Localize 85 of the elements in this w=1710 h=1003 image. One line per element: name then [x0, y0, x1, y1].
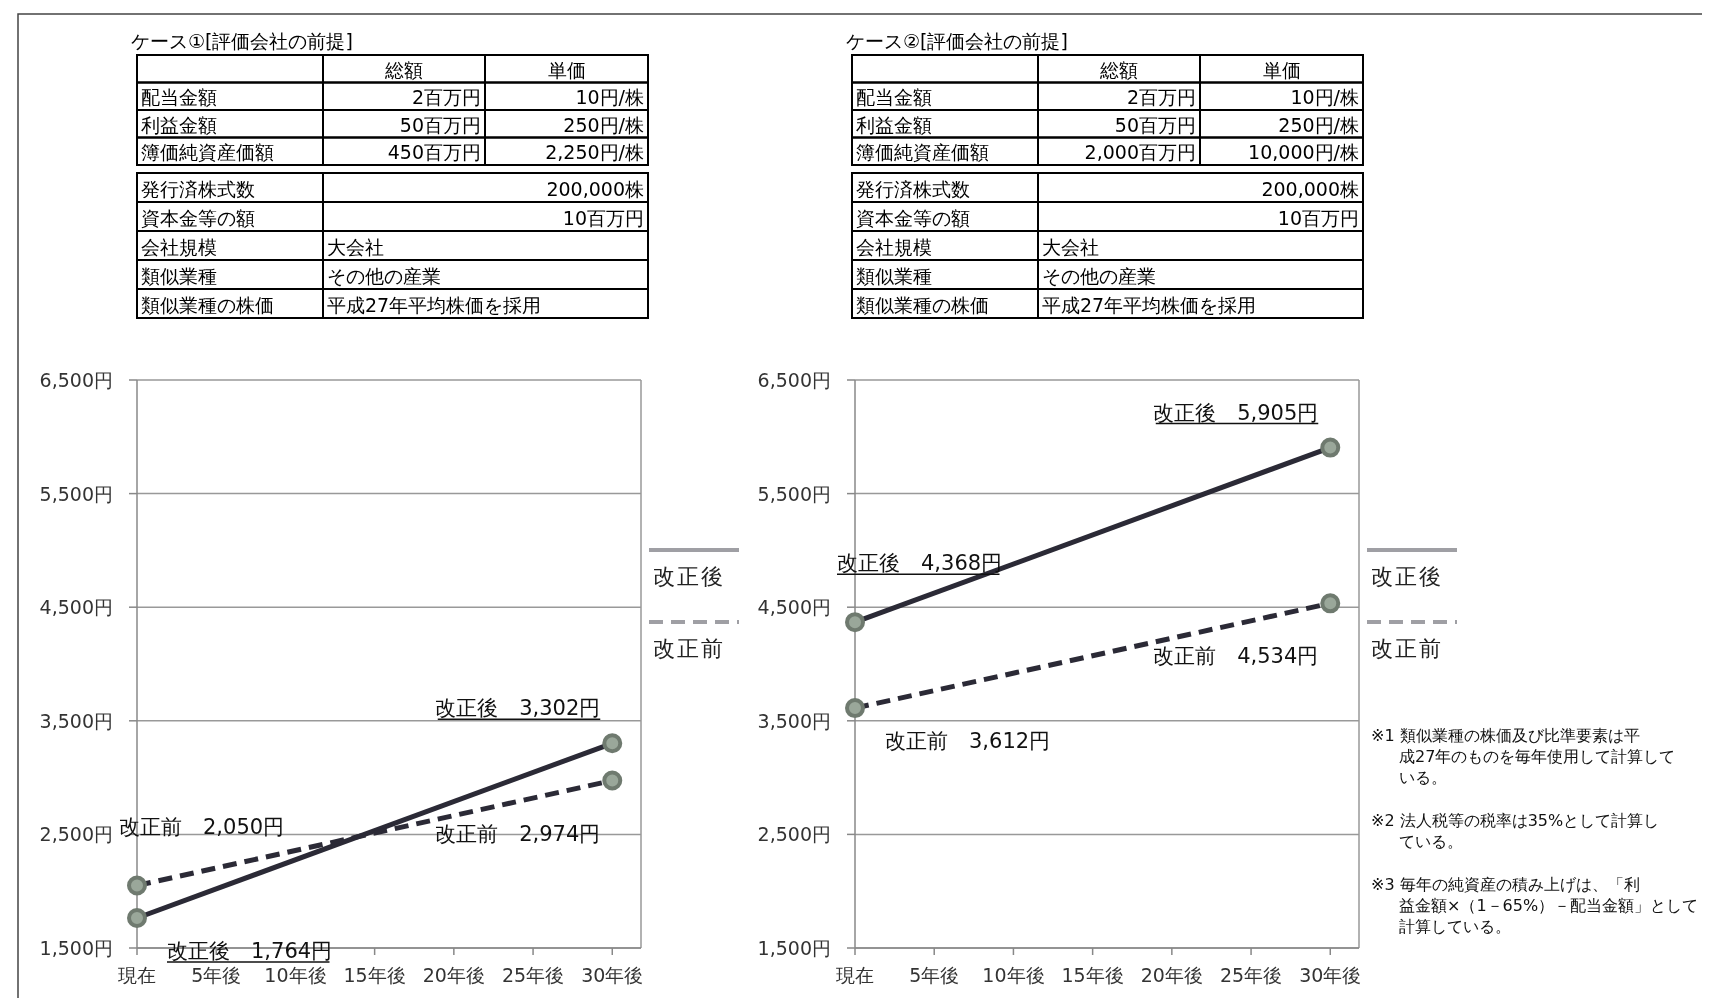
- y-tick-label: 4,500円: [39, 596, 113, 619]
- category-label: 発行済株式数: [141, 178, 255, 200]
- text: 2,250円/株: [545, 141, 644, 163]
- x-tick-label: 20年後: [422, 964, 485, 986]
- data-label: 改正後 1,764円: [167, 939, 333, 964]
- category-label: 資本金等の額: [856, 207, 970, 229]
- category-label: 類似業種: [856, 265, 932, 287]
- category-label: 総額: [384, 58, 423, 81]
- text: 2,000百万円: [1084, 141, 1196, 163]
- text: 10円/株: [1290, 86, 1359, 108]
- text: 200,000株: [546, 178, 644, 200]
- data-label: 改正後 4,368円: [837, 551, 1003, 576]
- legend-label: 改正前: [1371, 636, 1443, 661]
- data-label: 改正前 4,534円: [1153, 644, 1319, 669]
- category-label: 発行済株式数: [856, 178, 970, 200]
- x-tick-label: 25年後: [1219, 964, 1283, 986]
- category-label: 類似業種の株価: [856, 294, 989, 316]
- text: 2百万円: [411, 86, 481, 108]
- y-tick-label: 4,500円: [757, 596, 831, 619]
- x-tick-label: 現在: [118, 964, 156, 986]
- text: 50百万円: [399, 113, 481, 136]
- category-label: 単価: [1262, 58, 1301, 81]
- data-label: 改正前 2,050円: [119, 814, 285, 839]
- category-label: 配当金額: [856, 86, 932, 108]
- category-label: 会社規模: [856, 236, 932, 258]
- category-label: 類似業種の株価: [141, 294, 274, 316]
- y-tick-label: 2,500円: [757, 823, 831, 846]
- y-tick-label: 6,500円: [757, 369, 831, 391]
- data-label: 改正後 3,302円: [435, 696, 601, 721]
- x-tick-label: 25年後: [501, 964, 565, 986]
- text: 10円/株: [575, 86, 644, 108]
- x-tick-label: 10年後: [264, 964, 327, 986]
- legend-label: 改正後: [653, 564, 725, 589]
- category-label: 利益金額: [141, 113, 217, 136]
- text: ケース②[評価会社の前提]: [846, 30, 1068, 52]
- category-label: 会社規模: [141, 236, 217, 258]
- text: ※3 毎年の純資産の積み上げは、「利益金額×（1－65%）－配当金額」として計算している。: [1371, 875, 1699, 936]
- x-tick-label: 30年後: [1299, 964, 1362, 986]
- x-tick-label: 15年後: [1061, 964, 1124, 986]
- category-label: 単価: [547, 58, 586, 81]
- category-label: 利益金額: [856, 113, 932, 136]
- text: 200,000株: [1261, 178, 1359, 200]
- text: その他の産業: [1042, 265, 1156, 287]
- x-tick-label: 5年後: [909, 964, 960, 986]
- text: 250円/株: [563, 113, 644, 136]
- data-label: 改正後 5,905円: [1153, 400, 1319, 425]
- text: 10,000円/株: [1248, 141, 1359, 163]
- category-label: 簿価純資産価額: [856, 141, 989, 163]
- y-tick-label: 6,500円: [39, 369, 113, 391]
- text: その他の産業: [327, 265, 441, 287]
- x-tick-label: 5年後: [191, 964, 242, 986]
- category-label: 配当金額: [141, 86, 217, 108]
- data-label: 改正前 3,612円: [885, 729, 1051, 754]
- x-tick-label: 15年後: [343, 964, 406, 986]
- y-tick-label: 1,500円: [757, 937, 831, 959]
- x-tick-label: 10年後: [982, 964, 1045, 986]
- text: 平成27年平均株価を採用: [327, 294, 542, 316]
- text: 平成27年平均株価を採用: [1042, 294, 1257, 316]
- text: 250円/株: [1278, 113, 1359, 136]
- text: 大会社: [327, 236, 384, 258]
- y-tick-label: 5,500円: [39, 482, 113, 505]
- data-label: 改正前 2,974円: [435, 821, 601, 846]
- text: 10百万円: [562, 207, 644, 229]
- text: 大会社: [1042, 236, 1099, 258]
- category-label: 簿価純資産価額: [141, 141, 274, 163]
- legend-label: 改正後: [1371, 564, 1443, 589]
- x-tick-label: 30年後: [581, 964, 644, 986]
- text: ※2 法人税等の税率は35%として計算している。: [1371, 811, 1660, 851]
- y-tick-label: 2,500円: [39, 823, 113, 846]
- x-tick-label: 20年後: [1140, 964, 1203, 986]
- y-tick-label: 1,500円: [39, 937, 113, 959]
- category-label: 類似業種: [141, 265, 217, 287]
- category-label: 資本金等の額: [141, 207, 255, 229]
- text: ※1 類似業種の株価及び比準要素は平成27年のものを毎年使用して計算している。: [1371, 726, 1676, 787]
- text: 50百万円: [1114, 113, 1196, 136]
- x-tick-label: 現在: [836, 964, 874, 986]
- y-tick-label: 3,500円: [757, 709, 831, 732]
- legend-label: 改正前: [653, 636, 725, 661]
- y-tick-label: 3,500円: [39, 709, 113, 732]
- text: 10百万円: [1277, 207, 1359, 229]
- y-tick-label: 5,500円: [757, 482, 831, 505]
- text: 450百万円: [387, 141, 481, 163]
- text: 2百万円: [1126, 86, 1196, 108]
- category-label: 総額: [1099, 58, 1138, 81]
- text: ケース①[評価会社の前提]: [131, 30, 353, 52]
